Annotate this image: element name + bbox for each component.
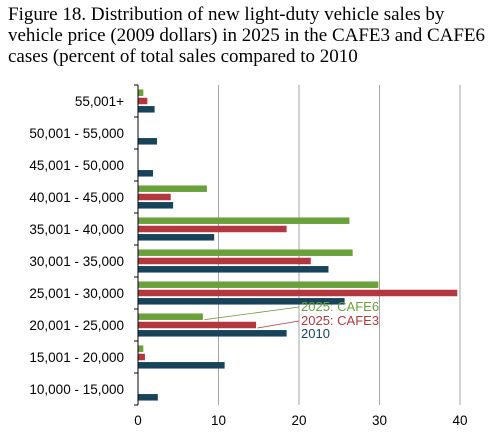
category-label: 15,001 - 20,000 bbox=[29, 350, 124, 365]
bar-2010-5 bbox=[138, 266, 329, 273]
bar-2010-9 bbox=[138, 394, 158, 401]
chart-title: Figure 18. Distribution of new light-dut… bbox=[8, 4, 486, 67]
bar-2010-8 bbox=[138, 362, 225, 369]
bar-2010-2 bbox=[138, 170, 153, 177]
legend-entry: 2025: CAFE3 bbox=[301, 313, 379, 328]
bar-2025-cafe3-5 bbox=[138, 257, 311, 265]
bar-2025-cafe6-6 bbox=[138, 281, 379, 288]
bar-2025-cafe6-0 bbox=[138, 89, 144, 96]
gridlines bbox=[218, 85, 461, 405]
x-tick-label: 0 bbox=[134, 413, 142, 428]
category-labels: 55,001+ 50,001 - 55,000 45,001 - 50,000 40,… bbox=[29, 94, 124, 397]
bar-2025-cafe6-5 bbox=[138, 249, 353, 256]
legend-connector bbox=[204, 306, 300, 321]
bar-2025-cafe3-3 bbox=[138, 193, 171, 201]
category-label: 35,001 - 40,000 bbox=[29, 222, 124, 237]
bar-2025-cafe6-8 bbox=[138, 345, 144, 352]
x-tick-label: 40 bbox=[452, 413, 467, 428]
axes bbox=[134, 84, 139, 406]
bar-2010-7 bbox=[138, 330, 287, 337]
bars bbox=[138, 89, 458, 401]
category-label: 25,001 - 30,000 bbox=[29, 286, 124, 301]
category-label: 55,001+ bbox=[75, 94, 124, 109]
legend-entry: 2010 bbox=[301, 326, 330, 341]
x-tick-label: 10 bbox=[211, 413, 226, 428]
category-label: 40,001 - 45,000 bbox=[29, 190, 124, 205]
bar-2025-cafe3-8 bbox=[138, 353, 145, 361]
bar-2025-cafe6-4 bbox=[138, 217, 350, 224]
bar-2025-cafe3-7 bbox=[138, 321, 257, 329]
category-label: 45,001 - 50,000 bbox=[29, 158, 124, 173]
legend-connector bbox=[257, 320, 300, 329]
bar-2025-cafe3-6 bbox=[138, 289, 458, 297]
x-tick-label: 20 bbox=[291, 413, 306, 428]
category-label: 10,000 - 15,000 bbox=[29, 382, 124, 397]
bar-2010-4 bbox=[138, 234, 215, 241]
bar-2010-1 bbox=[138, 138, 158, 145]
bar-2025-cafe3-4 bbox=[138, 225, 287, 233]
bar-2010-6 bbox=[138, 298, 345, 305]
category-label: 30,001 - 35,000 bbox=[29, 254, 124, 269]
category-label: 20,001 - 25,000 bbox=[29, 318, 124, 333]
bar-2025-cafe6-7 bbox=[138, 313, 203, 320]
bar-2010-3 bbox=[138, 202, 174, 209]
category-label: 50,001 - 55,000 bbox=[29, 126, 124, 141]
bar-2010-0 bbox=[138, 106, 155, 113]
bar-2025-cafe3-0 bbox=[138, 97, 148, 105]
x-tick-label: 30 bbox=[372, 413, 387, 428]
bar-2025-cafe6-3 bbox=[138, 185, 207, 192]
legend-entry: 2025: CAFE6 bbox=[301, 299, 379, 314]
x-tick-labels: 0 10 20 30 40 bbox=[134, 413, 467, 428]
